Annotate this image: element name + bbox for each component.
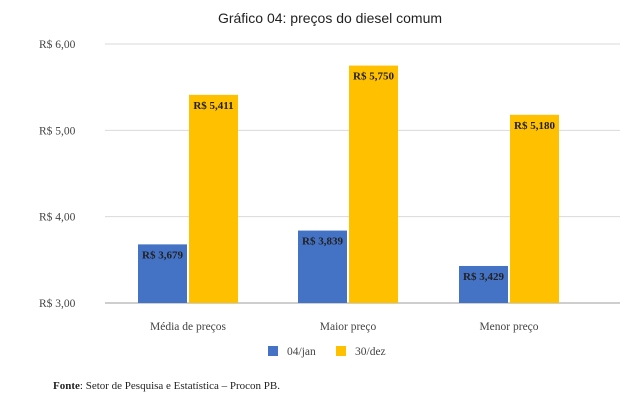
legend-swatch (336, 346, 346, 356)
chart-title: Gráfico 04: preços do diesel comum (218, 10, 442, 26)
data-label: R$ 5,750 (353, 71, 394, 83)
bar (298, 230, 347, 303)
source-text: : Setor de Pesquisa e Estatística – Proc… (79, 380, 281, 392)
x-tick-label: Maior preço (320, 321, 377, 333)
x-axis: Média de preços Maior preço Menor preço (150, 321, 539, 333)
data-label: R$ 3,429 (463, 271, 504, 283)
bar (510, 114, 559, 303)
data-labels: R$ 3,679 R$ 5,411 R$ 3,839 R$ 5,750 R$ 3,429… (142, 71, 555, 283)
data-label: R$ 5,411 (193, 100, 233, 112)
legend: 04/jan 30/dez (268, 346, 386, 358)
legend-label: 04/jan (287, 346, 316, 358)
legend-swatch (268, 346, 278, 356)
source-note: Fonte: Setor de Pesquisa e Estatística –… (53, 380, 280, 392)
legend-label: 30/dez (355, 346, 386, 358)
x-tick-label: Média de preços (150, 321, 227, 333)
bar (459, 265, 508, 303)
y-axis: R$ 3,00 R$ 4,00 R$ 5,00 R$ 6,00 (39, 38, 76, 310)
bar (189, 94, 238, 303)
y-tick-label: R$ 4,00 (39, 211, 76, 224)
source-label: Fonte (53, 380, 80, 392)
y-tick-label: R$ 6,00 (39, 38, 76, 51)
data-label: R$ 3,679 (142, 249, 183, 261)
data-label: R$ 5,180 (514, 120, 555, 132)
data-label: R$ 3,839 (302, 236, 343, 248)
x-tick-label: Menor preço (479, 321, 538, 333)
y-tick-label: R$ 3,00 (39, 297, 76, 310)
bar (349, 65, 398, 303)
bar (138, 244, 187, 303)
y-tick-label: R$ 5,00 (39, 124, 76, 137)
plot-area (138, 65, 559, 303)
